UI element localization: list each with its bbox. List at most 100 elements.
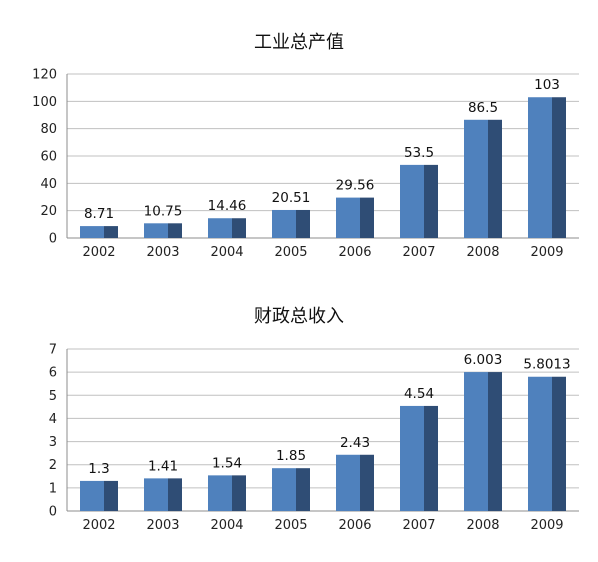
bar-side-face	[296, 468, 310, 511]
data-label: 20.51	[272, 190, 311, 206]
x-tick-label: 2007	[402, 245, 435, 260]
y-tick-label: 2	[49, 458, 57, 473]
bar-front-face	[400, 405, 424, 511]
data-label: 1.54	[212, 455, 242, 471]
chart-plot-area: 0 1 2 3 4 5 6 7 1.3 2002 1.41 2003 1.54 2004 1.85 2005 2…	[49, 343, 579, 533]
y-tick-label: 20	[40, 204, 57, 219]
bar-side-face	[360, 454, 374, 511]
bar	[336, 454, 374, 511]
y-tick-label: 0	[49, 505, 57, 520]
bar-front-face	[336, 454, 360, 511]
y-tick-label: 120	[32, 68, 57, 83]
data-label: 1.3	[88, 461, 109, 477]
bar-front-face	[80, 226, 104, 238]
bar-front-face	[464, 372, 488, 511]
data-label: 29.56	[336, 178, 375, 194]
bar	[528, 97, 566, 238]
y-tick-label: 4	[49, 412, 57, 427]
x-tick-label: 2002	[82, 518, 115, 533]
x-tick-label: 2008	[466, 518, 499, 533]
data-label: 53.5	[404, 145, 434, 161]
y-tick-label: 40	[40, 177, 57, 192]
data-label: 4.54	[404, 386, 434, 402]
chart-fiscal-revenue: 财政总收入 0 1 2 3 4 5 6 7 1.3 2002 1.41 2003 1.54 2004 1.8…	[0, 280, 598, 562]
bar	[400, 405, 438, 511]
bar-side-face	[424, 405, 438, 511]
bar-front-face	[208, 218, 232, 238]
bar-front-face	[336, 197, 360, 238]
chart-plot-area: 0 20 40 60 80 100 120 8.71 2002 10.75 2003 14.46 200…	[32, 68, 579, 260]
bar-side-face	[168, 223, 182, 238]
chart-title: 财政总收入	[254, 306, 344, 327]
bar	[400, 164, 438, 238]
data-label: 1.41	[148, 458, 178, 474]
bar	[80, 480, 118, 511]
bar	[144, 478, 182, 511]
bar-front-face	[80, 480, 104, 511]
bar-side-face	[232, 475, 246, 511]
data-label: 8.71	[84, 206, 114, 222]
bar-side-face	[104, 480, 118, 511]
data-label: 6.003	[464, 352, 503, 368]
x-tick-label: 2009	[530, 518, 563, 533]
data-label: 14.46	[208, 198, 247, 214]
bar-front-face	[144, 478, 168, 511]
bar-side-face	[552, 376, 566, 511]
x-tick-label: 2008	[466, 245, 499, 260]
data-label: 5.8013	[523, 357, 570, 373]
bar-side-face	[232, 218, 246, 238]
data-label: 10.75	[144, 203, 183, 219]
bar	[336, 197, 374, 238]
bar	[80, 226, 118, 238]
y-tick-label: 6	[49, 366, 57, 381]
y-tick-label: 60	[40, 150, 57, 165]
x-tick-label: 2003	[146, 518, 179, 533]
y-tick-label: 3	[49, 435, 57, 450]
y-tick-label: 7	[49, 343, 57, 358]
bar	[272, 468, 310, 511]
x-tick-label: 2002	[82, 245, 115, 260]
bar	[464, 372, 502, 511]
y-tick-label: 1	[49, 481, 57, 496]
bar	[144, 223, 182, 238]
bar-front-face	[272, 468, 296, 511]
bar-side-face	[552, 97, 566, 238]
x-tick-label: 2009	[530, 245, 563, 260]
x-tick-label: 2005	[274, 518, 307, 533]
bar	[208, 475, 246, 511]
bar	[528, 376, 566, 511]
bar-side-face	[488, 119, 502, 238]
y-tick-label: 80	[40, 122, 57, 137]
data-label: 86.5	[468, 100, 498, 116]
bar	[272, 209, 310, 238]
x-tick-label: 2007	[402, 518, 435, 533]
bar-side-face	[296, 209, 310, 238]
x-tick-label: 2005	[274, 245, 307, 260]
bar-side-face	[168, 478, 182, 511]
bar-front-face	[528, 97, 552, 238]
x-tick-label: 2004	[210, 245, 243, 260]
x-tick-label: 2003	[146, 245, 179, 260]
data-label: 2.43	[340, 435, 370, 451]
x-tick-label: 2006	[338, 518, 371, 533]
bar	[208, 218, 246, 238]
bar-front-face	[208, 475, 232, 511]
bar	[464, 119, 502, 238]
bar-front-face	[400, 164, 424, 238]
data-label: 1.85	[276, 448, 306, 464]
bar-side-face	[488, 372, 502, 511]
x-tick-label: 2004	[210, 518, 243, 533]
chart-industrial-output: 工业总产值 0 20 40 60 80 100 120 8.71 2002 10.75 2003 14…	[0, 0, 598, 280]
x-tick-label: 2006	[338, 245, 371, 260]
y-tick-label: 0	[49, 232, 57, 247]
y-tick-label: 100	[32, 95, 57, 110]
bar-side-face	[104, 226, 118, 238]
bar-front-face	[528, 376, 552, 511]
data-label: 103	[534, 77, 560, 93]
y-tick-label: 5	[49, 389, 57, 404]
bar-side-face	[424, 164, 438, 238]
bar-front-face	[272, 209, 296, 238]
bar-front-face	[144, 223, 168, 238]
chart-title: 工业总产值	[254, 32, 344, 53]
bar-front-face	[464, 119, 488, 238]
